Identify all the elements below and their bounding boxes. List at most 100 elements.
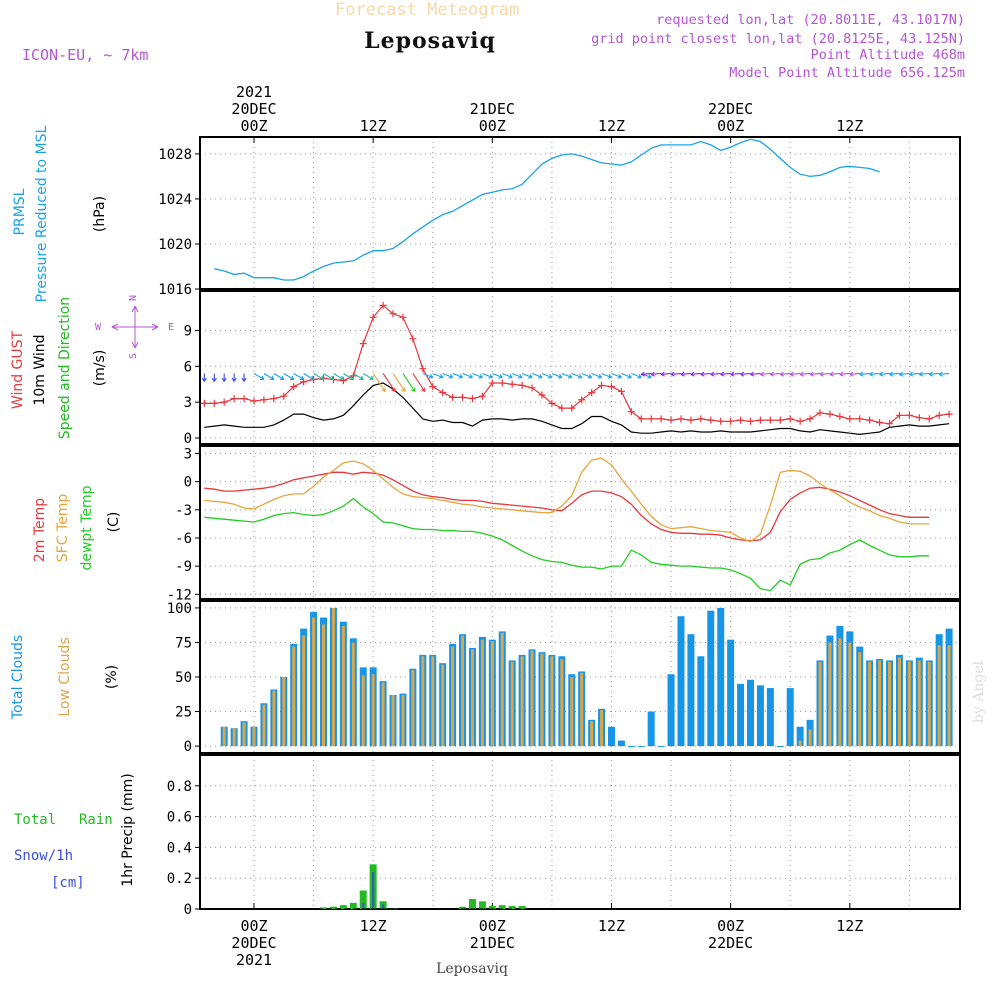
low-cloud-bar	[322, 624, 326, 747]
pressure-unit: (hPa)	[92, 196, 108, 232]
wind-direction-arrow	[511, 372, 523, 378]
sfc-temp-line	[204, 457, 930, 543]
wind-direction-arrow	[760, 372, 771, 376]
gust-marker	[260, 396, 268, 404]
wind-direction-arrow	[869, 372, 880, 376]
top-time-label: 00Z	[717, 117, 744, 135]
gust-marker	[717, 417, 725, 425]
gust-marker	[945, 410, 953, 418]
rain-bar	[320, 907, 328, 909]
gust-marker	[220, 398, 228, 406]
wind-direction-arrow	[740, 372, 751, 376]
wind-direction-arrow	[472, 372, 483, 378]
gust-marker	[588, 389, 596, 397]
total-cloud-bar	[727, 639, 735, 747]
total-cloud-bar	[607, 726, 615, 747]
y-tick-label: 0.8	[167, 779, 192, 795]
pressure-line	[214, 138, 880, 281]
y-tick-label: 1016	[158, 282, 192, 298]
gust-marker	[935, 411, 943, 419]
low-cloud-bar	[858, 652, 862, 747]
wind-direction-arrow	[730, 372, 741, 376]
wind-arrowhead	[349, 375, 354, 381]
wind-arrowhead	[289, 375, 295, 381]
low-cloud-bar	[461, 635, 465, 747]
wind-arrowhead	[299, 375, 305, 381]
wind-arrowhead	[670, 371, 675, 377]
total-cloud-bar	[657, 746, 665, 748]
low-cloud-bar	[550, 656, 554, 747]
gust-marker	[667, 416, 675, 424]
wind-arrowhead	[700, 371, 705, 377]
low-cloud-bar	[600, 710, 604, 747]
top-time-label: 12Z	[598, 117, 625, 135]
wind-direction-arrow	[372, 373, 386, 392]
wind-direction-arrow	[452, 372, 463, 378]
low-cloud-bar	[470, 649, 474, 747]
wind-arrowhead	[428, 373, 434, 379]
rain-bar	[339, 905, 347, 909]
pressure-label-2: Pressure Reduced to MSL	[34, 125, 50, 302]
low-cloud-bar	[927, 661, 931, 747]
panel-3: 3 0 -3 -6 -9 -12	[167, 445, 961, 603]
wind-direction-arrow	[829, 372, 840, 376]
low-cloud-bar	[520, 656, 524, 747]
wind-arrowhead	[547, 373, 553, 379]
wind-arrowhead	[889, 371, 894, 377]
low-cloud-bar	[421, 656, 425, 747]
wind-direction-arrow	[323, 373, 334, 380]
low-cloud-bar	[590, 721, 594, 747]
gust-marker	[578, 396, 586, 404]
wind-direction-arrow	[283, 373, 295, 380]
total-cloud-bar	[637, 746, 645, 748]
wind-arrowhead	[401, 387, 406, 392]
wind-arrowhead	[279, 375, 285, 381]
gust-marker	[915, 414, 923, 422]
low-cloud-bar	[947, 645, 951, 747]
wind-direction-arrow	[541, 372, 553, 378]
low-cloud-bar	[580, 672, 584, 747]
low-cloud-bar	[838, 638, 842, 747]
wind-direction-arrow	[680, 372, 691, 376]
total-cloud-bar	[766, 688, 774, 747]
wind-arrowhead	[498, 373, 503, 379]
wind-arrowhead	[617, 373, 622, 379]
wind-direction-arrow	[859, 372, 870, 376]
wind-arrowhead	[640, 371, 646, 377]
wind-10m-label: 10m Wind	[32, 334, 48, 405]
wind-arrowhead	[607, 373, 612, 379]
gust-marker	[876, 418, 884, 426]
y-tick-label: 3	[184, 395, 192, 411]
grid-point-coords: grid point closest lon,lat (20.8125E, 43…	[591, 31, 965, 47]
wind-arrowhead	[369, 375, 374, 381]
wind-direction-arrow	[353, 373, 364, 380]
wind-direction-arrow	[800, 372, 811, 376]
wind-direction-arrow	[482, 372, 493, 378]
top-time-label: 12Z	[836, 117, 863, 135]
wind-direction-arrow	[531, 372, 543, 378]
rain-bar	[488, 905, 496, 909]
total-cloud-bar	[776, 746, 784, 748]
top-time-label: 22DEC	[708, 100, 753, 118]
gust-marker	[816, 409, 824, 417]
rain-bar	[478, 901, 486, 909]
wind-arrowhead	[269, 375, 275, 381]
wind-direction-arrow	[502, 372, 513, 378]
gust-marker	[806, 415, 814, 423]
low-cloud-bar	[262, 704, 266, 747]
wind-direction-arrow	[442, 372, 453, 378]
low-cloud-bar	[451, 646, 455, 747]
gust-marker	[409, 335, 417, 343]
panel-frame	[199, 136, 961, 290]
gust-marker	[548, 399, 556, 407]
rain-bar	[518, 905, 526, 909]
gust-marker	[528, 384, 536, 392]
wind-arrowhead	[809, 371, 814, 377]
gust-marker	[568, 404, 576, 412]
wind-arrowhead	[819, 371, 824, 377]
wind-arrowhead	[508, 373, 513, 379]
sfc-temp-label: SFC Temp	[55, 494, 71, 563]
gust-marker	[886, 420, 894, 428]
cloud-unit: (%)	[104, 665, 120, 689]
wind-arrowhead	[908, 371, 914, 377]
